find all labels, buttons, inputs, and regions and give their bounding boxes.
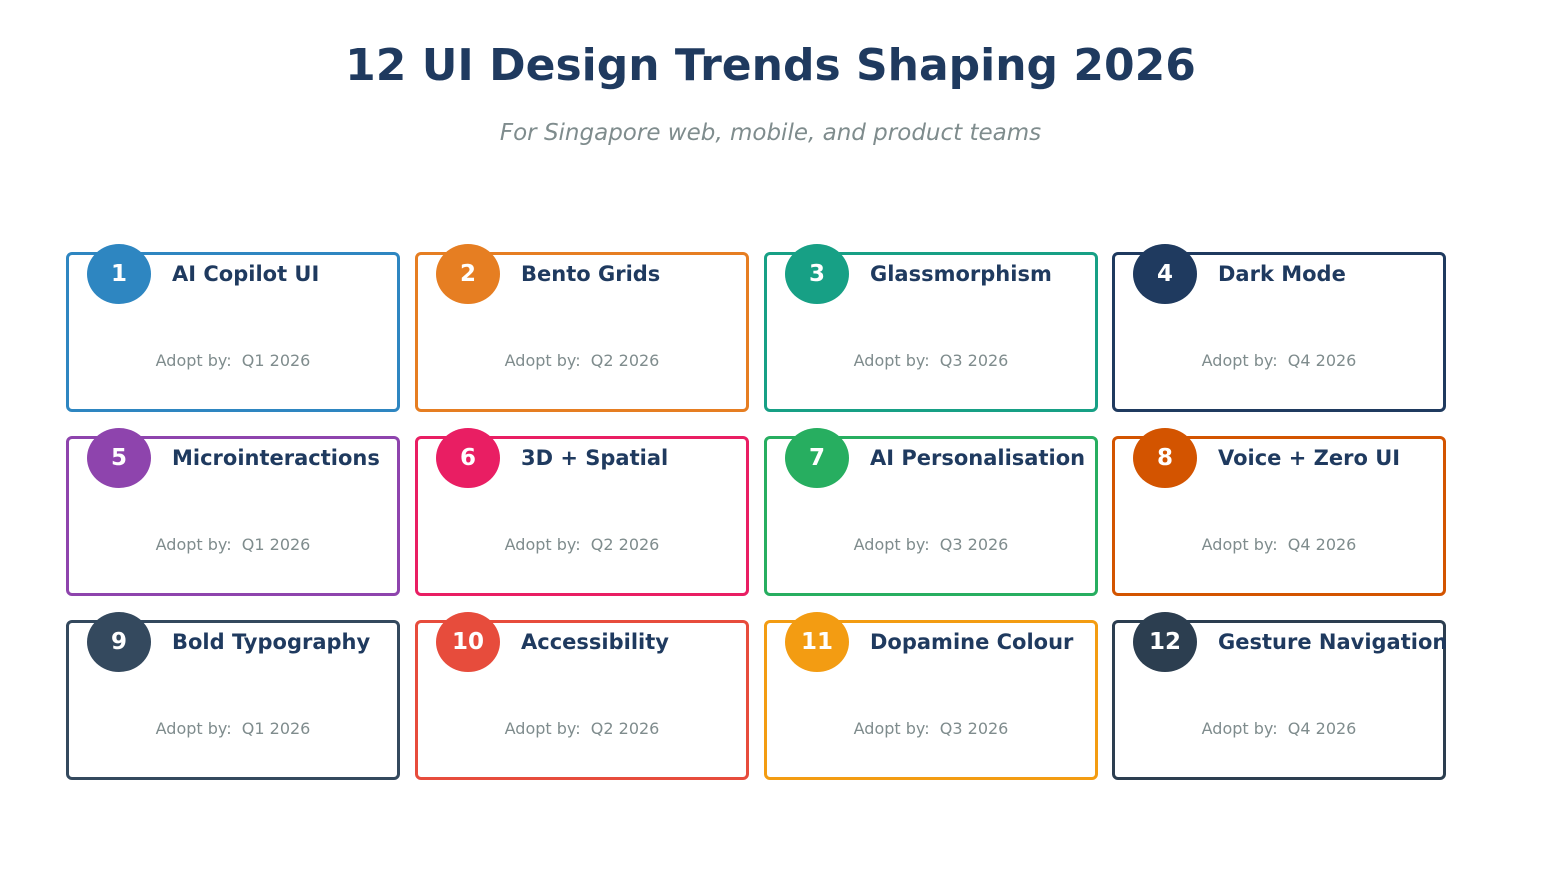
adopt-by-quarter: Q2 2026: [590, 535, 660, 554]
trend-adopt-by: Adopt by: Q4 2026: [1112, 351, 1446, 371]
adopt-by-label: Adopt by:: [155, 351, 232, 370]
trend-number-badge: 4: [1133, 244, 1197, 304]
adopt-by-label: Adopt by:: [853, 719, 930, 738]
adopt-by-quarter: Q3 2026: [939, 719, 1009, 738]
adopt-by-quarter: Q3 2026: [939, 535, 1009, 554]
trend-adopt-by: Adopt by: Q2 2026: [415, 535, 749, 555]
adopt-by-label: Adopt by:: [1201, 351, 1278, 370]
trend-number-badge: 10: [436, 612, 500, 672]
adopt-by-label: Adopt by:: [853, 351, 930, 370]
page-subtitle: For Singapore web, mobile, and product t…: [499, 120, 1042, 146]
adopt-by-quarter: Q1 2026: [241, 719, 311, 738]
adopt-by-quarter: Q3 2026: [939, 351, 1009, 370]
adopt-by-label: Adopt by:: [504, 351, 581, 370]
trend-adopt-by: Adopt by: Q2 2026: [415, 719, 749, 739]
adopt-by-quarter: Q4 2026: [1287, 719, 1357, 738]
trend-number-badge: 5: [87, 428, 151, 488]
trend-name: Microinteractions: [172, 446, 380, 470]
adopt-by-label: Adopt by:: [504, 535, 581, 554]
trend-number-badge: 1: [87, 244, 151, 304]
trend-number-badge: 6: [436, 428, 500, 488]
trend-adopt-by: Adopt by: Q4 2026: [1112, 535, 1446, 555]
trend-adopt-by: Adopt by: Q1 2026: [66, 351, 400, 371]
trend-number-badge: 7: [785, 428, 849, 488]
trend-card: [415, 252, 749, 412]
adopt-by-quarter: Q2 2026: [590, 351, 660, 370]
trend-name: Glassmorphism: [870, 262, 1052, 286]
trend-name: Voice + Zero UI: [1218, 446, 1401, 470]
adopt-by-label: Adopt by:: [1201, 719, 1278, 738]
trend-adopt-by: Adopt by: Q3 2026: [764, 719, 1098, 739]
trend-name: Gesture Navigation: [1218, 630, 1448, 654]
trend-name: Accessibility: [521, 630, 669, 654]
trend-name: AI Personalisation: [870, 446, 1086, 470]
trend-number-badge: 2: [436, 244, 500, 304]
trend-name: Bento Grids: [521, 262, 661, 286]
adopt-by-quarter: Q1 2026: [241, 535, 311, 554]
adopt-by-label: Adopt by:: [853, 535, 930, 554]
page-title: 12 UI Design Trends Shaping 2026: [345, 40, 1196, 91]
trend-name: AI Copilot UI: [172, 262, 320, 286]
adopt-by-quarter: Q2 2026: [590, 719, 660, 738]
trend-adopt-by: Adopt by: Q3 2026: [764, 535, 1098, 555]
trend-number-badge: 3: [785, 244, 849, 304]
trend-adopt-by: Adopt by: Q2 2026: [415, 351, 749, 371]
adopt-by-quarter: Q4 2026: [1287, 351, 1357, 370]
trend-name: 3D + Spatial: [521, 446, 669, 470]
adopt-by-quarter: Q4 2026: [1287, 535, 1357, 554]
trend-number-badge: 11: [785, 612, 849, 672]
trend-adopt-by: Adopt by: Q3 2026: [764, 351, 1098, 371]
trend-name: Dark Mode: [1218, 262, 1346, 286]
trend-adopt-by: Adopt by: Q4 2026: [1112, 719, 1446, 739]
trend-name: Dopamine Colour: [870, 630, 1074, 654]
trend-number-badge: 12: [1133, 612, 1197, 672]
trend-number-badge: 9: [87, 612, 151, 672]
adopt-by-label: Adopt by:: [1201, 535, 1278, 554]
trend-name: Bold Typography: [172, 630, 371, 654]
trend-card: [1112, 252, 1446, 412]
trend-number-badge: 8: [1133, 428, 1197, 488]
adopt-by-label: Adopt by:: [155, 535, 232, 554]
adopt-by-quarter: Q1 2026: [241, 351, 311, 370]
adopt-by-label: Adopt by:: [504, 719, 581, 738]
adopt-by-label: Adopt by:: [155, 719, 232, 738]
trend-adopt-by: Adopt by: Q1 2026: [66, 719, 400, 739]
trend-adopt-by: Adopt by: Q1 2026: [66, 535, 400, 555]
